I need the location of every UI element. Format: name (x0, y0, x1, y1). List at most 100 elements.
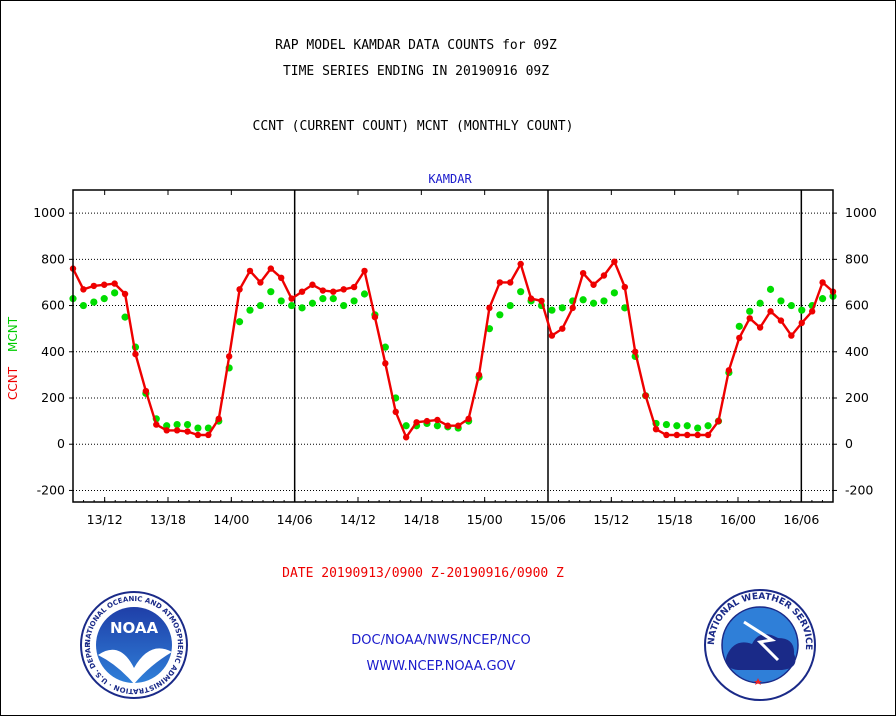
ytick-label-left: 0 (57, 436, 65, 451)
mcnt-point (256, 301, 264, 310)
noaa-logo-text: NOAA (110, 619, 159, 637)
mcnt-point (246, 306, 254, 314)
ccnt-point (725, 367, 733, 374)
xtick-label: 14/18 (403, 512, 439, 527)
ylabel-ccnt: CCNT (6, 366, 20, 400)
footer-url-link[interactable]: WWW.NCEP.NOAA.GOV (366, 659, 516, 674)
ccnt-point (673, 431, 681, 439)
ccnt-point (288, 295, 295, 302)
mcnt-point (90, 298, 98, 306)
xtick-label: 14/00 (213, 512, 249, 527)
mcnt-point (766, 285, 775, 293)
mcnt-point (735, 322, 743, 330)
chart-title: RAP MODEL KAMDAR DATA COUNTS for 09Z (275, 38, 557, 53)
ytick-label-right: 600 (845, 298, 869, 313)
ccnt-point (382, 360, 389, 367)
xtick-label: 15/12 (593, 512, 629, 527)
mcnt-point (558, 304, 566, 312)
ytick-label-right: 800 (845, 251, 869, 266)
xtick-label: 14/06 (277, 512, 313, 527)
ccnt-point (309, 281, 316, 288)
ccnt-point (756, 324, 764, 331)
date-range-label: DATE 20190913/0900 Z-20190916/0900 Z (282, 566, 564, 581)
ccnt-point (819, 279, 826, 286)
ccnt-point (704, 431, 712, 439)
mcnt-point (787, 301, 795, 310)
ccnt-point (652, 426, 660, 433)
svg-text:NATIONAL OCEANIC AND ATMOSPHER: NATIONAL OCEANIC AND ATMOSPHERIC ADMINIS… (0, 0, 184, 695)
ccnt-point (194, 431, 202, 439)
ccnt-point (361, 267, 368, 275)
series-description: CCNT (CURRENT COUNT) MCNT (MONTHLY COUNT… (252, 119, 574, 134)
ccnt-point (611, 258, 618, 265)
mcnt-point (204, 424, 212, 432)
ccnt-point (153, 421, 160, 428)
mcnt-point (548, 306, 556, 314)
ccnt-point (736, 334, 743, 342)
ccnt-point (142, 387, 150, 395)
ccnt-point (319, 287, 327, 294)
ytick-label-right: 400 (845, 344, 869, 359)
mcnt-point (610, 289, 618, 297)
mcnt-point (589, 299, 598, 307)
ytick-label-left: 800 (41, 251, 65, 266)
ccnt-point (642, 392, 649, 399)
xtick-label: 16/06 (783, 512, 819, 527)
ccnt-point (808, 308, 816, 315)
ccnt-point (423, 417, 431, 425)
noaa-ring-text: NATIONAL OCEANIC AND ATMOSPHERIC ADMINIS… (0, 0, 184, 695)
ccnt-point (298, 288, 306, 295)
ccnt-point (559, 325, 566, 332)
xtick-label: 15/00 (467, 512, 503, 527)
xtick-label: 16/00 (720, 512, 756, 527)
ytick-label-left: -200 (37, 482, 65, 497)
mcnt-point (121, 313, 129, 321)
xtick-label: 13/12 (87, 512, 123, 527)
chart-subtitle: TIME SERIES ENDING IN 20190916 09Z (282, 64, 550, 79)
ccnt-point (184, 428, 191, 435)
ccnt-point (663, 431, 670, 439)
ccnt-point (101, 281, 108, 288)
ccnt-point (538, 297, 545, 305)
mcnt-point (673, 422, 681, 430)
mcnt-point (381, 343, 389, 351)
ytick-label-right: -200 (845, 482, 873, 497)
ytick-label-right: 1000 (845, 205, 877, 220)
ylabel-mcnt: MCNT (6, 316, 20, 352)
mcnt-point (360, 290, 369, 298)
ccnt-point (132, 350, 139, 358)
ccnt-point (486, 304, 493, 312)
mcnt-point (777, 297, 785, 305)
ccnt-point (527, 295, 535, 302)
ccnt-point (80, 286, 87, 293)
mcnt-point (100, 295, 108, 303)
ccnt-point (371, 313, 379, 321)
mcnt-point (329, 295, 337, 303)
mcnt-point (319, 295, 327, 303)
mcnt-point (235, 318, 244, 326)
ccnt-point (163, 427, 170, 434)
mcnt-point (267, 288, 275, 296)
ytick-label-left: 1000 (33, 205, 65, 220)
ccnt-point (569, 304, 576, 312)
ccnt-point (579, 270, 587, 277)
xtick-label: 15/18 (657, 512, 693, 527)
station-label: KAMDAR (428, 172, 472, 186)
plot-area (72, 189, 834, 503)
ccnt-point (798, 319, 805, 327)
ccnt-point (631, 348, 639, 355)
ytick-label-left: 400 (41, 344, 65, 359)
noaa-logo: NATIONAL OCEANIC AND ATMOSPHERIC ADMINIS… (0, 0, 188, 699)
ytick-label-right: 0 (845, 436, 853, 451)
mcnt-point (579, 296, 587, 304)
ccnt-point (777, 317, 785, 324)
mcnt-point (818, 295, 827, 303)
ccnt-point (548, 332, 556, 339)
mcnt-point (621, 304, 629, 312)
mcnt-point (600, 297, 608, 305)
ccnt-point (90, 282, 98, 290)
ccnt-point (267, 265, 275, 272)
footer-org-link[interactable]: DOC/NOAA/NWS/NCEP/NCO (351, 633, 531, 648)
mcnt-point (288, 301, 296, 310)
